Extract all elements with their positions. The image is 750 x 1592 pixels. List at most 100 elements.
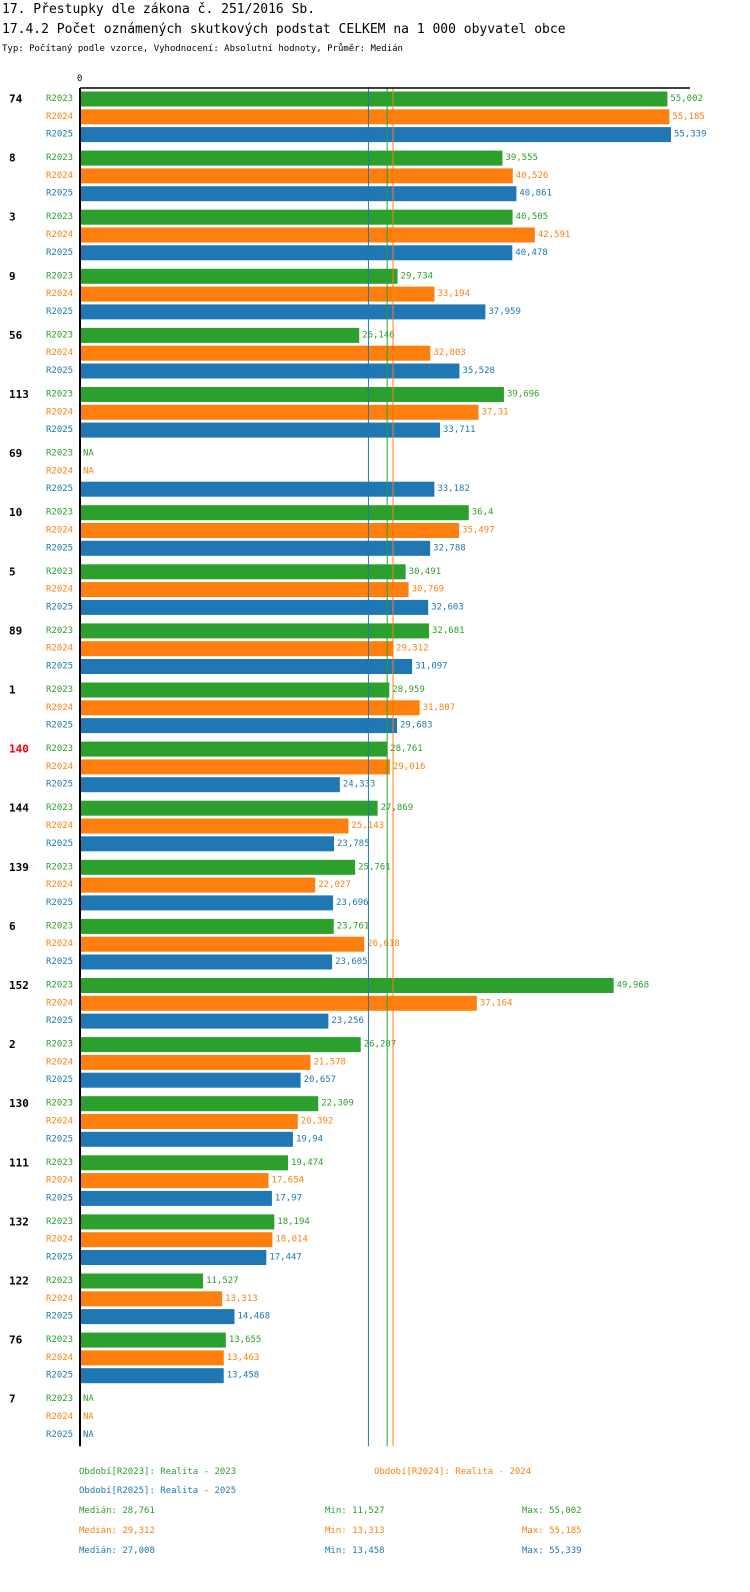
- bar-value-label: 32,788: [433, 543, 466, 553]
- bar: [80, 918, 334, 934]
- series-label: R2025: [46, 721, 73, 731]
- series-label: R2025: [46, 662, 73, 672]
- group-label: 140: [9, 743, 29, 756]
- bar: [80, 759, 390, 775]
- bar-value-label: 55,002: [670, 94, 703, 104]
- bar-value-label: 37,959: [488, 307, 521, 317]
- group-label: 139: [9, 861, 29, 874]
- bar: [80, 1054, 311, 1070]
- series-label: R2024: [46, 1057, 73, 1067]
- series-label: R2023: [46, 94, 73, 104]
- group-label: 144: [9, 802, 29, 815]
- group-label: 76: [9, 1334, 23, 1347]
- series-label: R2023: [46, 921, 73, 931]
- series-label: R2023: [46, 803, 73, 813]
- bar: [80, 641, 394, 657]
- bar: [80, 978, 614, 993]
- bar: [80, 168, 513, 184]
- bar: [80, 682, 390, 698]
- bar: [80, 1309, 235, 1325]
- bar-value-label: 18,194: [277, 1217, 310, 1227]
- bar-value-label: 28,761: [390, 744, 423, 754]
- bar-value-label: 20,657: [304, 1075, 337, 1085]
- na-label: NA: [83, 1394, 94, 1404]
- bar: [80, 227, 535, 243]
- bar: [80, 540, 431, 556]
- series-label: R2024: [46, 466, 73, 476]
- bar-value-label: 29,734: [401, 271, 434, 281]
- bar-value-label: 40,478: [515, 248, 548, 258]
- bar-value-label: 17,654: [272, 1176, 305, 1186]
- legend-median-r2023: Medián: 28,761: [79, 1506, 155, 1516]
- series-label: R2023: [46, 449, 73, 459]
- bar-value-label: 27,869: [381, 803, 414, 813]
- bar: [80, 659, 413, 674]
- series-label: R2025: [46, 1253, 73, 1263]
- bar: [80, 1155, 288, 1171]
- chart-subtitle: 17.4.2 Počet oznámených skutkových podst…: [2, 22, 566, 37]
- bar: [80, 954, 333, 970]
- bar-value-label: 22,027: [318, 880, 351, 890]
- bar-value-label: 26,618: [367, 939, 400, 949]
- series-label: R2025: [46, 307, 73, 317]
- legend-median-r2024: Medián: 29,312: [79, 1526, 155, 1536]
- bar: [80, 1291, 223, 1307]
- series-label: R2025: [46, 780, 73, 790]
- series-label: R2025: [46, 602, 73, 612]
- bar: [80, 404, 479, 420]
- bar: [80, 777, 340, 793]
- bar-value-label: 13,458: [227, 1371, 260, 1381]
- series-label: R2024: [46, 230, 73, 240]
- series-label: R2024: [46, 1412, 73, 1422]
- legend-max-r2023: Max: 55,002: [522, 1506, 582, 1516]
- bar-value-label: 17,447: [269, 1253, 302, 1263]
- series-label: R2025: [46, 1193, 73, 1203]
- bar: [80, 91, 668, 107]
- bar-value-label: 13,655: [229, 1335, 262, 1345]
- bar: [80, 1190, 272, 1206]
- bar-value-label: 13,313: [225, 1294, 258, 1304]
- legend-min-r2025: Min: 13,458: [325, 1546, 385, 1556]
- bar: [80, 1072, 301, 1088]
- group-label: 132: [9, 1215, 29, 1228]
- bar-value-label: 23,785: [337, 839, 370, 849]
- bar-value-label: 39,555: [505, 153, 538, 163]
- bar-value-label: 31,097: [415, 662, 448, 672]
- bar-value-label: 30,491: [409, 567, 442, 577]
- bar-value-label: 40,526: [516, 171, 549, 181]
- group-label: 111: [9, 1156, 29, 1169]
- bar-value-label: 25,143: [352, 821, 385, 831]
- bar: [80, 718, 398, 734]
- group-label: 74: [9, 93, 23, 106]
- group-label: 89: [9, 624, 22, 637]
- bar: [80, 623, 430, 639]
- bar: [80, 481, 435, 497]
- bar-value-label: 23,605: [335, 957, 368, 967]
- bar-value-label: 33,194: [437, 289, 470, 299]
- bar: [80, 1368, 224, 1384]
- series-label: R2023: [46, 862, 73, 872]
- bar: [80, 1131, 293, 1147]
- bar-value-label: 17,97: [275, 1193, 302, 1203]
- bar-value-label: 26,146: [362, 330, 395, 340]
- series-label: R2024: [46, 939, 73, 949]
- series-label: R2023: [46, 567, 73, 577]
- bar-value-label: 36,4: [472, 508, 494, 518]
- bar: [80, 877, 316, 893]
- bar: [80, 1114, 298, 1129]
- group-label: 9: [9, 270, 16, 283]
- bar: [80, 582, 409, 598]
- bar: [80, 1096, 319, 1112]
- series-label: R2024: [46, 880, 73, 890]
- bar-value-label: 33,182: [437, 484, 470, 494]
- series-label: R2025: [46, 1016, 73, 1026]
- bar-value-label: 11,527: [206, 1276, 239, 1286]
- bar: [80, 304, 486, 320]
- legend-median-r2025: Medián: 27,008: [79, 1546, 155, 1556]
- series-label: R2024: [46, 1353, 73, 1363]
- bar-value-label: 20,392: [301, 1117, 334, 1127]
- series-label: R2024: [46, 703, 73, 713]
- bar: [80, 387, 504, 402]
- bar-value-label: 22,309: [321, 1099, 354, 1109]
